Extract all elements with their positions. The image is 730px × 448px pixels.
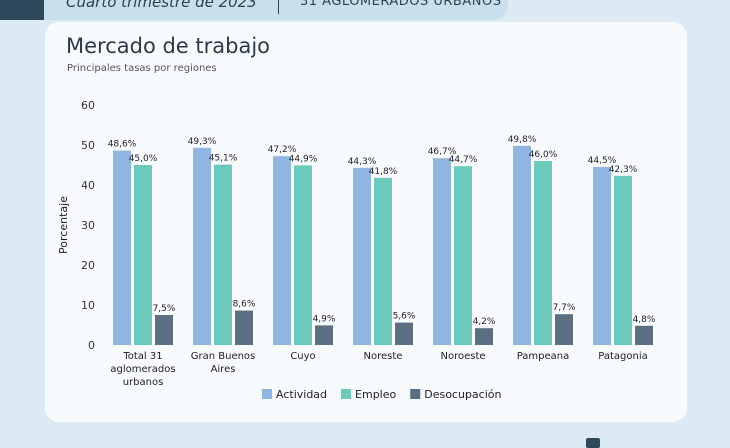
bar-desocupación (635, 325, 653, 345)
data-label: 42,3% (609, 165, 638, 175)
y-tick-label: 40 (81, 179, 95, 192)
x-tick-label: Patagonia (598, 351, 647, 362)
page-title: Mercado de trabajo (66, 34, 271, 58)
bar-desocupación (235, 310, 253, 345)
legend-label: Desocupación (424, 388, 501, 401)
data-label: 8,6% (233, 300, 256, 310)
bar-actividad (513, 145, 531, 345)
scope-label: 31 AGLOMERADOS URBANOS (300, 0, 502, 9)
divider (278, 0, 279, 14)
y-tick-label: 50 (81, 139, 95, 152)
bar-actividad (193, 147, 211, 345)
legend-label: Actividad (276, 388, 327, 401)
page-subtitle: Principales tasas por regiones (67, 63, 217, 74)
x-tick-label: Noreste (364, 351, 403, 362)
logo-icon (586, 438, 600, 448)
data-label: 46,0% (529, 150, 558, 160)
bar-desocupación (395, 322, 413, 345)
data-label: 49,3% (188, 137, 217, 147)
bar-desocupación (555, 314, 573, 345)
data-label: 44,7% (449, 155, 478, 165)
bar-empleo (454, 166, 472, 345)
data-label: 7,7% (553, 303, 576, 313)
y-tick-label: 20 (81, 259, 95, 272)
data-label: 49,8% (508, 135, 537, 145)
bar-empleo (134, 165, 152, 345)
x-tick-label: urbanos (123, 377, 164, 388)
data-label: 4,8% (633, 315, 656, 325)
data-label: 44,9% (289, 154, 318, 164)
bar-actividad (593, 167, 611, 345)
x-tick-label: Gran Buenos (191, 351, 256, 362)
data-label: 47,2% (268, 145, 297, 155)
y-tick-label: 0 (88, 339, 95, 352)
y-tick-label: 60 (81, 99, 95, 112)
data-label: 45,1% (209, 154, 238, 164)
data-label: 41,8% (369, 167, 398, 177)
x-tick-label: Pampeana (517, 351, 570, 362)
bar-empleo (214, 164, 232, 345)
data-label: 4,2% (473, 317, 496, 327)
header-bar (0, 0, 508, 20)
bar-empleo (294, 165, 312, 345)
y-axis-label: Porcentaje (57, 196, 70, 254)
data-label: 7,5% (153, 304, 176, 314)
data-label: 4,9% (313, 314, 336, 324)
data-label: 48,6% (108, 140, 137, 150)
bar-actividad (353, 167, 371, 345)
bar-actividad (273, 156, 291, 345)
legend-swatch (262, 389, 272, 399)
bar-actividad (433, 158, 451, 345)
legend-swatch (410, 389, 421, 399)
book-icon (0, 0, 44, 20)
bar-desocupación (155, 315, 173, 345)
x-tick-label: aglomerados (110, 364, 175, 375)
legend-label: Empleo (355, 388, 396, 401)
x-tick-label: Aires (211, 364, 236, 375)
data-label: 44,5% (588, 156, 617, 166)
data-label: 45,0% (129, 154, 158, 164)
bar-empleo (534, 161, 552, 345)
x-tick-label: Noroeste (440, 351, 485, 362)
bar-actividad (113, 150, 131, 345)
data-label: 46,7% (428, 147, 457, 157)
data-label: 44,3% (348, 157, 377, 167)
data-label: 5,6% (393, 312, 416, 322)
bar-desocupación (475, 328, 493, 345)
bar-desocupación (315, 325, 333, 345)
x-tick-label: Cuyo (290, 351, 315, 362)
period-label: Cuarto trimestre de 2023 (66, 0, 257, 11)
y-tick-label: 30 (81, 219, 95, 232)
legend-swatch (341, 389, 352, 399)
y-tick-label: 10 (81, 299, 95, 312)
bar-empleo (374, 177, 392, 345)
bar-empleo (614, 175, 632, 345)
x-tick-label: Total 31 (122, 351, 162, 362)
